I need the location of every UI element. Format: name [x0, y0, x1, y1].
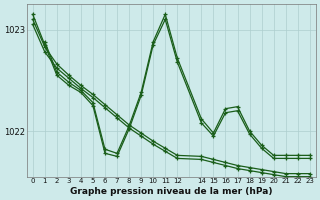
- X-axis label: Graphe pression niveau de la mer (hPa): Graphe pression niveau de la mer (hPa): [70, 187, 273, 196]
